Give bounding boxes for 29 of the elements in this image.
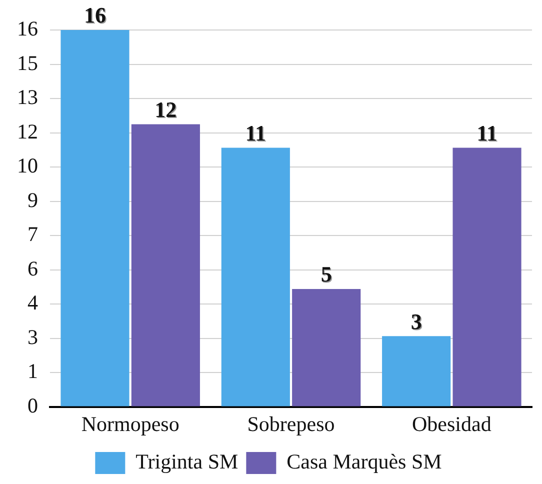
data-label: 3 xyxy=(412,310,423,335)
data-label: 16 xyxy=(84,4,107,29)
bar xyxy=(382,336,451,406)
bar xyxy=(292,289,361,406)
x-tick-label: Normopeso xyxy=(81,412,180,436)
y-tick-label: 16 xyxy=(17,16,38,41)
bar xyxy=(60,30,130,406)
y-tick-label: 12 xyxy=(17,119,38,144)
data-label: 11 xyxy=(246,121,268,146)
y-tick-label: 10 xyxy=(17,154,38,178)
bar xyxy=(221,148,290,406)
y-tick-label: 6 xyxy=(28,256,38,280)
y-tick-label: 4 xyxy=(28,290,38,315)
y-tick-label: 3 xyxy=(28,324,38,349)
y-tick-label: 13 xyxy=(17,85,38,110)
bar xyxy=(452,148,522,406)
bar xyxy=(131,124,200,406)
data-label: 11 xyxy=(478,121,498,146)
data-label: 12 xyxy=(156,98,178,123)
legend-label: Casa Marquès SM xyxy=(286,450,442,474)
y-tick-label: 0 xyxy=(28,393,38,418)
x-tick-label: Obesidad xyxy=(412,412,492,436)
x-tick-label: Sobrepeso xyxy=(247,412,335,436)
y-tick-label: 1 xyxy=(28,359,38,384)
y-tick-label: 9 xyxy=(28,188,38,212)
y-tick-label: 15 xyxy=(17,50,38,75)
data-label: 5 xyxy=(322,262,333,288)
y-tick-label: 7 xyxy=(28,222,38,246)
legend-label: Triginta SM xyxy=(136,450,239,474)
